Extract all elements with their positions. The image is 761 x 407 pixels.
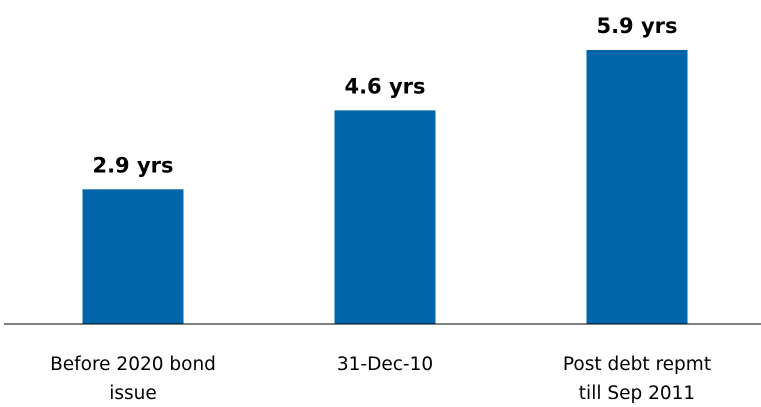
bars-group: [82, 50, 688, 324]
data-label-2: 4.6 yrs: [344, 74, 425, 98]
category-label-1: Before 2020 bond issue: [50, 354, 216, 404]
category-label-line: 31-Dec-10: [337, 354, 433, 375]
data-labels-group: 2.9 yrs 4.6 yrs 5.9 yrs: [92, 14, 677, 177]
bar-3: [586, 50, 688, 324]
category-labels-group: Before 2020 bond issue 31-Dec-10 Post debt …: [50, 354, 711, 404]
category-label-3: Post debt repmt till Sep 2011: [563, 354, 711, 404]
category-label-line: issue: [109, 383, 157, 404]
bar-2: [334, 110, 436, 324]
category-label-line: Post debt repmt: [563, 354, 711, 375]
data-label-3: 5.9 yrs: [596, 14, 677, 38]
data-label-1: 2.9 yrs: [92, 153, 173, 177]
bar-1: [82, 189, 184, 324]
category-label-line: till Sep 2011: [579, 383, 695, 404]
category-label-2: 31-Dec-10: [337, 354, 433, 375]
category-label-line: Before 2020 bond: [50, 354, 216, 375]
